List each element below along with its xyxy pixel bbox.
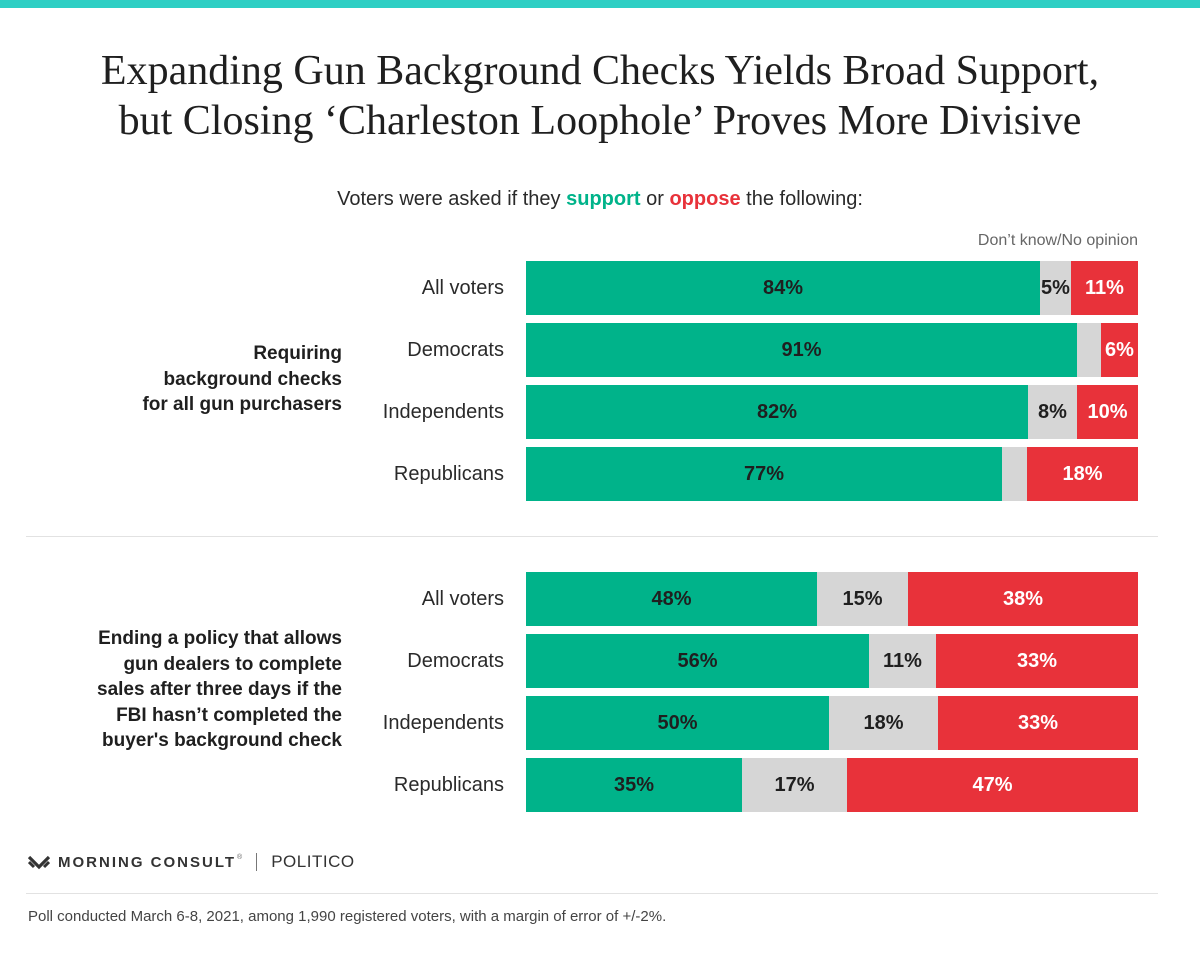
- oppose-value-label: 18%: [1062, 463, 1103, 485]
- branding-row: MORNING CONSULT ® POLITICO: [28, 850, 355, 874]
- group-label-line: Ending a policy that allows: [98, 628, 342, 649]
- chart-title: Expanding Gun Background Checks Yields B…: [0, 46, 1200, 146]
- oppose-segment: [1077, 385, 1138, 439]
- morning-consult-logo-icon: [28, 855, 50, 870]
- dk-value-label: 15%: [842, 588, 883, 610]
- group-label-line: FBI hasn’t completed the: [116, 704, 342, 726]
- support-value-label: 56%: [677, 650, 718, 672]
- subtitle-support-word: support: [566, 188, 641, 210]
- support-segment: [526, 385, 1028, 439]
- subtitle-suffix: the following:: [740, 188, 863, 210]
- group-label-line: buyer's background check: [102, 730, 342, 751]
- dk-value-label: 11%: [883, 650, 922, 672]
- bar-republicans: 77% 18%: [526, 447, 1138, 501]
- support-segment: [526, 696, 829, 750]
- bar-democrats: 91% 6%: [526, 323, 1138, 377]
- row-label-republicans: Republicans: [393, 774, 504, 796]
- dk-value-label: 17%: [774, 774, 815, 796]
- dk-segment: [817, 572, 908, 626]
- oppose-value-label: 33%: [1017, 712, 1059, 734]
- title-line-2: but Closing ‘Charleston Loophole’ Proves…: [118, 98, 1082, 144]
- row-label-democrats: Democrats: [407, 650, 504, 672]
- support-segment: [526, 758, 742, 812]
- dont-know-legend-label: Don’t know/No opinion: [977, 232, 1138, 249]
- oppose-value-label: 47%: [972, 774, 1013, 796]
- dk-segment: [1040, 261, 1071, 315]
- row-label-independents: Independents: [382, 712, 504, 734]
- dk-segment: [1002, 447, 1027, 501]
- support-value-label: 50%: [657, 712, 698, 734]
- oppose-value-label: 10%: [1087, 401, 1128, 423]
- support-value-label: 77%: [743, 463, 785, 485]
- bar-democrats: 56% 11% 33%: [526, 634, 1138, 688]
- group-divider: [26, 536, 1158, 537]
- oppose-segment: [847, 758, 1138, 812]
- group-label-2: Ending a policy that allows gun dealers t…: [97, 626, 342, 754]
- group-label-line: gun dealers to complete: [123, 653, 342, 675]
- support-value-label: 84%: [762, 277, 804, 299]
- subtitle-middle: or: [640, 188, 670, 210]
- oppose-value-label: 38%: [1002, 588, 1044, 610]
- oppose-segment: [1027, 447, 1138, 501]
- oppose-segment: [1101, 323, 1138, 377]
- support-segment: [526, 447, 1002, 501]
- oppose-segment: [908, 572, 1138, 626]
- support-segment: [526, 572, 817, 626]
- oppose-segment: [936, 634, 1138, 688]
- row-label-republicans: Republicans: [393, 463, 504, 485]
- top-accent-bar: [0, 0, 1200, 8]
- oppose-segment: [938, 696, 1138, 750]
- group-label-line: for all gun purchasers: [142, 394, 342, 415]
- dk-value-label: 5%: [1041, 277, 1070, 299]
- chart-subtitle: Voters were asked if they support or opp…: [0, 188, 1200, 211]
- dk-segment: [1077, 323, 1101, 377]
- oppose-segment: [1071, 261, 1138, 315]
- group-label-line: Requiring: [253, 343, 342, 364]
- support-segment: [526, 634, 869, 688]
- bar-all-voters: 48% 15% 38%: [526, 572, 1138, 626]
- row-label-all-voters: All voters: [421, 277, 504, 299]
- row-label-all-voters: All voters: [421, 588, 504, 610]
- dk-segment: [869, 634, 936, 688]
- bar-independents: 50% 18% 33%: [526, 696, 1138, 750]
- oppose-value-label: 6%: [1105, 339, 1134, 361]
- branding-separator: [256, 853, 258, 871]
- support-segment: [526, 261, 1040, 315]
- footnote: Poll conducted March 6-8, 2021, among 1,…: [28, 908, 667, 925]
- subtitle-oppose-word: oppose: [669, 188, 741, 210]
- dk-segment: [1028, 385, 1077, 439]
- subtitle-prefix: Voters were asked if they: [337, 188, 567, 210]
- support-segment: [526, 323, 1077, 377]
- bar-all-voters: 84% 5% 11%: [526, 261, 1138, 315]
- bar-republicans: 35% 17% 47%: [526, 758, 1138, 812]
- title-line-1: Expanding Gun Background Checks Yields B…: [100, 48, 1100, 94]
- morning-consult-wordmark: MORNING CONSULT: [58, 853, 237, 871]
- support-value-label: 35%: [613, 774, 655, 796]
- group-label-1: Requiring background checks for all gun pu…: [142, 341, 342, 418]
- footer-divider: [26, 893, 1158, 894]
- row-label-democrats: Democrats: [407, 339, 504, 361]
- dk-segment: [742, 758, 847, 812]
- bar-independents: 82% 8% 10%: [526, 385, 1138, 439]
- support-value-label: 82%: [756, 401, 798, 423]
- dk-segment: [829, 696, 938, 750]
- registered-mark: ®: [237, 854, 243, 861]
- dk-value-label: 18%: [863, 712, 904, 734]
- support-value-label: 91%: [781, 339, 822, 361]
- group-label-line: sales after three days if the: [97, 679, 342, 700]
- support-value-label: 48%: [651, 588, 692, 610]
- group-label-line: background checks: [163, 368, 342, 390]
- oppose-value-label: 33%: [1016, 650, 1058, 672]
- oppose-value-label: 11%: [1085, 277, 1124, 299]
- dk-value-label: 8%: [1038, 401, 1067, 423]
- politico-wordmark: POLITICO: [271, 852, 355, 871]
- row-label-independents: Independents: [382, 401, 504, 423]
